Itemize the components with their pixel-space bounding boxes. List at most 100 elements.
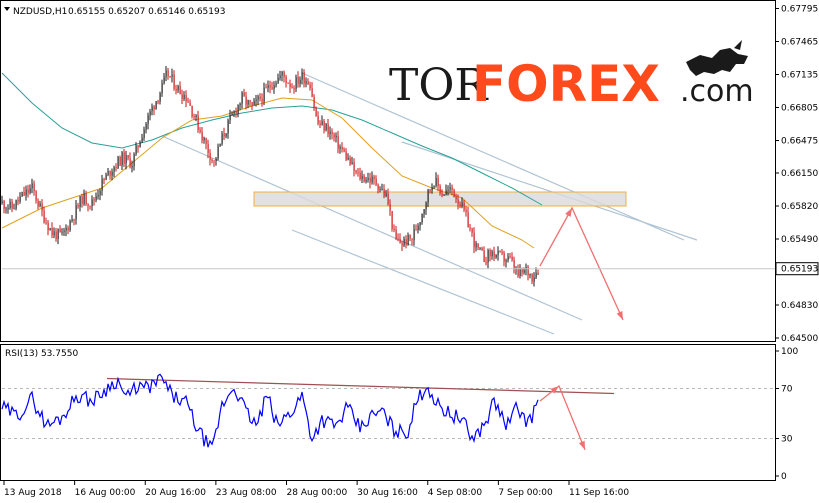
candle-body (53, 231, 55, 236)
candle-body (283, 71, 285, 78)
bull-icon (686, 40, 748, 76)
candle-body (307, 81, 309, 85)
candle-body (417, 225, 419, 231)
candle-body (261, 98, 263, 102)
candle-body (439, 185, 441, 194)
candle-body (351, 162, 353, 165)
candle-body (135, 145, 137, 155)
time-tick-label: 23 Aug 08:00 (216, 488, 277, 498)
candle-body (453, 189, 455, 197)
channel-line (291, 229, 555, 335)
candle-body (331, 131, 333, 135)
candle-body (433, 185, 435, 188)
candle-body (475, 243, 477, 248)
candle-body (267, 85, 269, 88)
candle-body (185, 94, 187, 102)
candle-body (427, 189, 429, 203)
time-tick-label: 20 Aug 16:00 (145, 488, 206, 498)
candle-body (523, 269, 525, 273)
candle-body (47, 222, 49, 231)
candle-body (253, 100, 255, 106)
candle-body (95, 196, 97, 201)
candle-body (195, 115, 197, 118)
candle-body (83, 193, 85, 204)
rsi-trend-line (106, 377, 615, 395)
candle-body (313, 96, 315, 108)
candle-body (517, 268, 519, 276)
candle-body (203, 137, 205, 141)
candle-body (105, 174, 107, 180)
candle-body (211, 159, 213, 161)
candle-body (41, 203, 43, 211)
candle-body (5, 208, 7, 210)
candle-body (329, 131, 331, 135)
price-tick-label: 0.66475 (781, 137, 818, 147)
candle-body (223, 133, 225, 137)
candle-body (511, 256, 513, 260)
candle-body (193, 116, 195, 118)
candle-body (389, 204, 391, 211)
candle-body (131, 166, 133, 168)
candle-body (97, 194, 99, 197)
candle-body (31, 183, 33, 189)
candle-body (197, 115, 199, 130)
candle-body (63, 230, 65, 232)
time-tick-label: 11 Sep 16:00 (569, 488, 629, 498)
rsi-tick-label: 100 (781, 347, 798, 357)
candle-body (469, 227, 471, 229)
candle-body (89, 205, 91, 207)
candle-body (35, 191, 37, 201)
candle-body (435, 177, 437, 186)
candle-body (57, 228, 59, 239)
candle-body (231, 113, 233, 116)
candle-body (171, 74, 173, 77)
candle-body (309, 84, 311, 89)
time-tick-label: 16 Aug 00:00 (75, 488, 136, 498)
candle-body (323, 121, 325, 131)
candle-body (141, 137, 143, 143)
candle-body (133, 154, 135, 167)
candle-body (509, 256, 511, 258)
candle-body (7, 207, 9, 209)
candle-body (233, 110, 235, 114)
rsi-forecast-arrow (539, 384, 586, 451)
candle-body (507, 256, 509, 261)
candle-body (209, 152, 211, 160)
channel-line (301, 72, 685, 241)
candle-body (179, 85, 181, 95)
candle-body (249, 100, 251, 103)
candle-body (207, 143, 209, 153)
candle-body (69, 221, 71, 231)
forecast-arrows (539, 206, 624, 321)
candle-body (177, 85, 179, 91)
candle-body (165, 70, 167, 77)
candle-body (327, 124, 329, 135)
candle-body (9, 201, 11, 208)
candle-body (213, 160, 215, 162)
candle-body (411, 238, 413, 240)
candle-body (355, 170, 357, 173)
candle-body (317, 115, 319, 124)
time-tick-label: 13 Aug 2018 (4, 488, 62, 498)
candle-body (37, 200, 39, 207)
candle-body (189, 102, 191, 106)
candle-body (341, 146, 343, 150)
time-tick-label: 30 Aug 16:00 (357, 488, 418, 498)
candle-body (393, 229, 395, 230)
candle-body (503, 253, 505, 262)
candle-body (495, 254, 497, 258)
current-price-label: 0.65193 (781, 265, 818, 275)
candle-body (361, 175, 363, 180)
candle-body (531, 273, 533, 282)
candle-body (151, 106, 153, 112)
candle-body (39, 203, 41, 207)
candle-body (285, 77, 287, 83)
candle-body (357, 172, 359, 174)
candle-body (519, 269, 521, 276)
candle-body (293, 87, 295, 89)
candle-body (369, 177, 371, 183)
candle-body (217, 146, 219, 159)
candle-body (159, 93, 161, 102)
candle-body (333, 134, 335, 138)
candle-body (199, 129, 201, 132)
